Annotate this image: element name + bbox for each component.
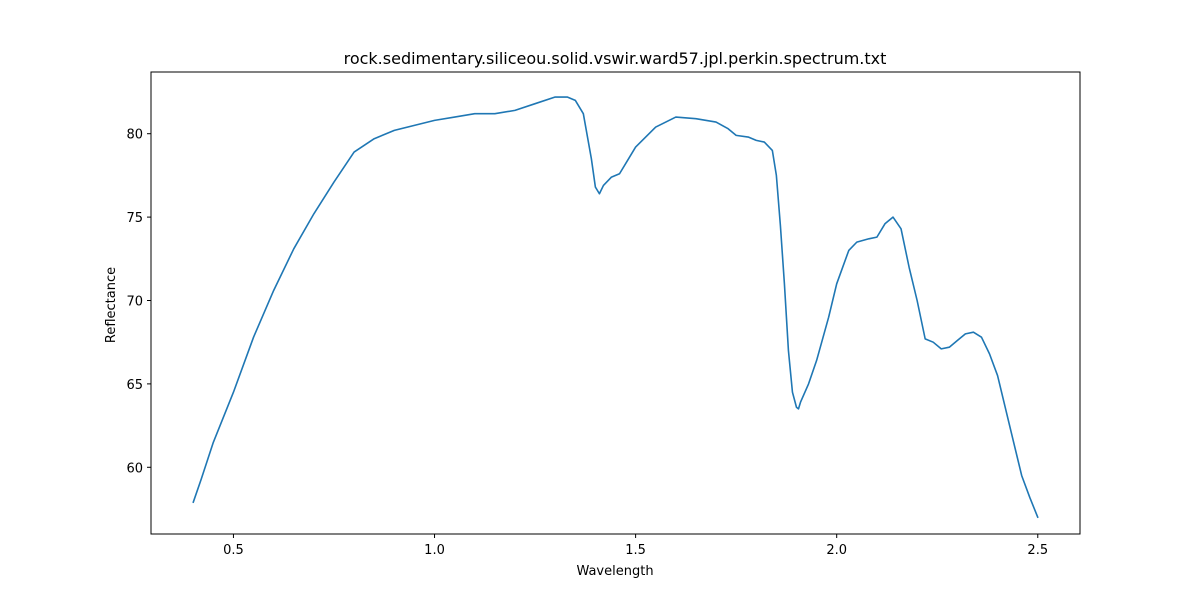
axes-frame [150, 71, 1081, 535]
spectrum-series-line [192, 96, 1039, 519]
chart-title: rock.sedimentary.siliceou.solid.vswir.wa… [344, 49, 887, 68]
x-tick-label: 1.0 [424, 543, 445, 558]
x-axis-label: Wavelength [576, 564, 653, 579]
x-tick-label: 2.5 [1027, 543, 1048, 558]
x-axis-ticks: 0.5 1.0 1.5 2.0 2.5 [223, 534, 1048, 558]
y-axis-ticks: 60 65 70 75 80 [126, 128, 151, 476]
y-tick-label: 65 [126, 378, 143, 393]
y-tick-label: 60 [126, 461, 143, 476]
x-tick-label: 0.5 [223, 543, 244, 558]
y-tick-label: 80 [126, 128, 143, 143]
y-tick-label: 70 [126, 294, 143, 309]
plot-area: 0.5 1.0 1.5 2.0 2.5 60 65 70 75 80 [126, 71, 1081, 558]
x-tick-label: 2.0 [826, 543, 847, 558]
y-tick-label: 75 [126, 211, 143, 226]
x-tick-label: 1.5 [625, 543, 646, 558]
y-axis-label: Reflectance [104, 267, 119, 343]
